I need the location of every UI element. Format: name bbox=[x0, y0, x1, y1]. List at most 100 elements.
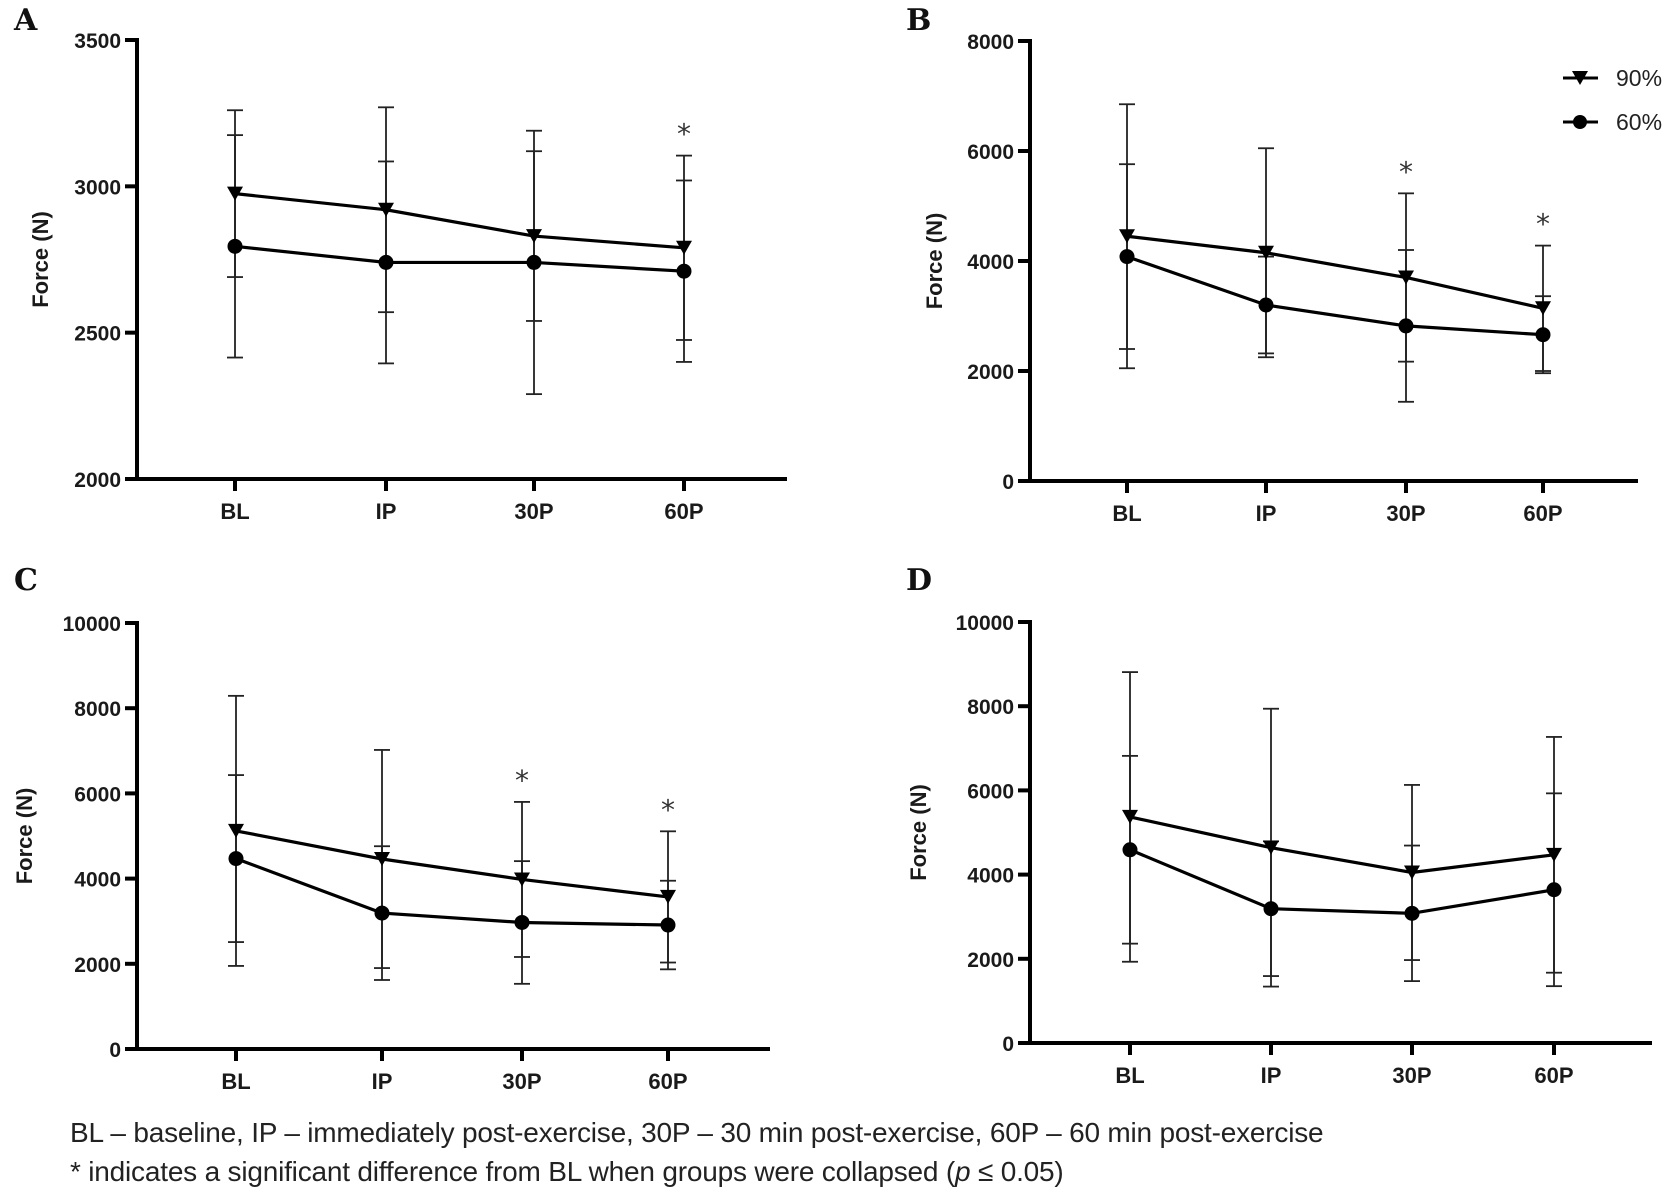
caption-p-symbol: p bbox=[955, 1156, 971, 1187]
marker-circle bbox=[227, 238, 243, 254]
significance-star: * bbox=[677, 118, 691, 151]
series-line-90pct bbox=[1126, 234, 1544, 310]
y-tick-label: 0 bbox=[1002, 471, 1014, 494]
series-line-90pct bbox=[235, 829, 669, 899]
y-tick-label: 8000 bbox=[967, 31, 1014, 54]
x-tick-label: IP bbox=[372, 1069, 393, 1094]
legend-marker-circle bbox=[1573, 115, 1587, 129]
series-line-60pct bbox=[1126, 255, 1544, 337]
x-tick-label: 30P bbox=[514, 499, 553, 524]
x-tick-label: 30P bbox=[502, 1069, 541, 1094]
y-tick-label: 2000 bbox=[74, 954, 121, 977]
x-tick-label: BL bbox=[1115, 1063, 1144, 1088]
marker-triangle-down bbox=[1122, 809, 1138, 824]
marker-triangle-down bbox=[228, 823, 244, 838]
legend-marker-triangle-down bbox=[1572, 71, 1588, 85]
y-tick-label: 10000 bbox=[956, 612, 1014, 635]
x-tick-label: BL bbox=[1112, 501, 1141, 526]
marker-circle bbox=[378, 254, 394, 270]
y-tick-label: 3500 bbox=[74, 30, 121, 53]
marker-triangle-down bbox=[227, 186, 243, 201]
significance-star: * bbox=[1536, 208, 1550, 241]
panel-label: D bbox=[906, 563, 932, 598]
marker-circle bbox=[1263, 901, 1279, 917]
panel-label: A bbox=[13, 3, 38, 38]
marker-triangle-down bbox=[1546, 847, 1562, 862]
panel-label: B bbox=[906, 3, 931, 38]
marker-circle bbox=[1258, 297, 1274, 313]
x-tick-label: 30P bbox=[1386, 501, 1425, 526]
x-tick-label: BL bbox=[221, 1069, 250, 1094]
marker-triangle-down bbox=[676, 240, 692, 255]
y-tick-label: 2000 bbox=[967, 949, 1014, 972]
figure: A 2000 2500 3000 3500 Force (N) BL IP 30P 60P * B 0 2… bbox=[12, 3, 1662, 1094]
y-tick-label: 3000 bbox=[74, 176, 121, 199]
marker-circle bbox=[676, 263, 692, 279]
x-tick-label: 30P bbox=[1392, 1063, 1431, 1088]
series-line-60pct bbox=[234, 244, 685, 273]
y-axis-title: Force (N) bbox=[12, 788, 37, 885]
marker-triangle-down bbox=[1404, 865, 1420, 880]
legend-item: 90% bbox=[1563, 65, 1662, 91]
marker-circle bbox=[1122, 842, 1138, 858]
y-axis-title: Force (N) bbox=[922, 213, 947, 310]
x-tick-label: IP bbox=[376, 499, 397, 524]
series-line-60pct bbox=[235, 857, 669, 927]
panel-d: D 0 2000 4000 6000 8000 10000 Force (N) BL IP 30P 6… bbox=[906, 563, 1652, 1088]
y-tick-label: 4000 bbox=[967, 251, 1014, 274]
y-tick-label: 2500 bbox=[74, 323, 121, 346]
x-tick-label: 60P bbox=[1534, 1063, 1573, 1088]
caption-line-1: BL – baseline, IP – immediately post-exe… bbox=[70, 1117, 1324, 1148]
significance-star: * bbox=[1399, 155, 1413, 188]
caption-line-2: * indicates a significant difference fro… bbox=[70, 1156, 1064, 1188]
panel-a: A 2000 2500 3000 3500 Force (N) BL IP 30P 60P * bbox=[13, 3, 787, 524]
legend: 90% 60% bbox=[1563, 65, 1662, 135]
y-tick-label: 10000 bbox=[63, 613, 121, 636]
panel-label: C bbox=[14, 563, 38, 598]
marker-triangle-down bbox=[1119, 229, 1135, 244]
series-line-90pct bbox=[234, 192, 685, 250]
marker-triangle-down bbox=[1258, 245, 1274, 260]
marker-triangle-down bbox=[526, 229, 542, 244]
x-tick-label: BL bbox=[220, 499, 249, 524]
y-axis-title: Force (N) bbox=[28, 211, 53, 308]
y-tick-label: 4000 bbox=[967, 865, 1014, 888]
y-tick-label: 4000 bbox=[74, 869, 121, 892]
x-tick-label: IP bbox=[1256, 501, 1277, 526]
marker-triangle-down bbox=[1263, 840, 1279, 855]
x-tick-label: 60P bbox=[1523, 501, 1562, 526]
y-tick-label: 8000 bbox=[967, 696, 1014, 719]
y-tick-label: 0 bbox=[109, 1039, 121, 1062]
x-tick-label: IP bbox=[1261, 1063, 1282, 1088]
marker-circle bbox=[1404, 905, 1420, 921]
marker-circle bbox=[228, 851, 244, 867]
legend-label: 60% bbox=[1616, 109, 1662, 135]
marker-circle bbox=[526, 254, 542, 270]
y-tick-label: 2000 bbox=[74, 469, 121, 492]
legend-label: 90% bbox=[1616, 65, 1662, 91]
y-tick-label: 6000 bbox=[967, 780, 1014, 803]
marker-circle bbox=[1398, 318, 1414, 334]
marker-triangle-down bbox=[378, 202, 394, 217]
significance-star: * bbox=[515, 764, 529, 797]
y-tick-label: 2000 bbox=[967, 361, 1014, 384]
marker-circle bbox=[1546, 882, 1562, 898]
y-tick-label: 8000 bbox=[74, 698, 121, 721]
x-tick-label: 60P bbox=[664, 499, 703, 524]
marker-triangle-down bbox=[1535, 301, 1551, 316]
marker-circle bbox=[1535, 327, 1551, 343]
marker-circle bbox=[374, 905, 390, 921]
marker-triangle-down bbox=[660, 889, 676, 904]
caption-line-2-prefix: * indicates a significant difference fro… bbox=[70, 1156, 955, 1187]
legend-item: 60% bbox=[1563, 109, 1662, 135]
marker-triangle-down bbox=[1398, 270, 1414, 285]
marker-triangle-down bbox=[514, 872, 530, 887]
marker-triangle-down bbox=[374, 852, 390, 867]
y-axis-title: Force (N) bbox=[906, 784, 931, 881]
y-tick-label: 0 bbox=[1002, 1033, 1014, 1056]
marker-circle bbox=[660, 917, 676, 933]
panel-c: C 0 2000 4000 6000 8000 10000 Force (N) BL IP 30P 6… bbox=[12, 563, 770, 1094]
series-line-90pct bbox=[1129, 815, 1555, 875]
marker-circle bbox=[1119, 249, 1135, 265]
y-tick-label: 6000 bbox=[967, 141, 1014, 164]
